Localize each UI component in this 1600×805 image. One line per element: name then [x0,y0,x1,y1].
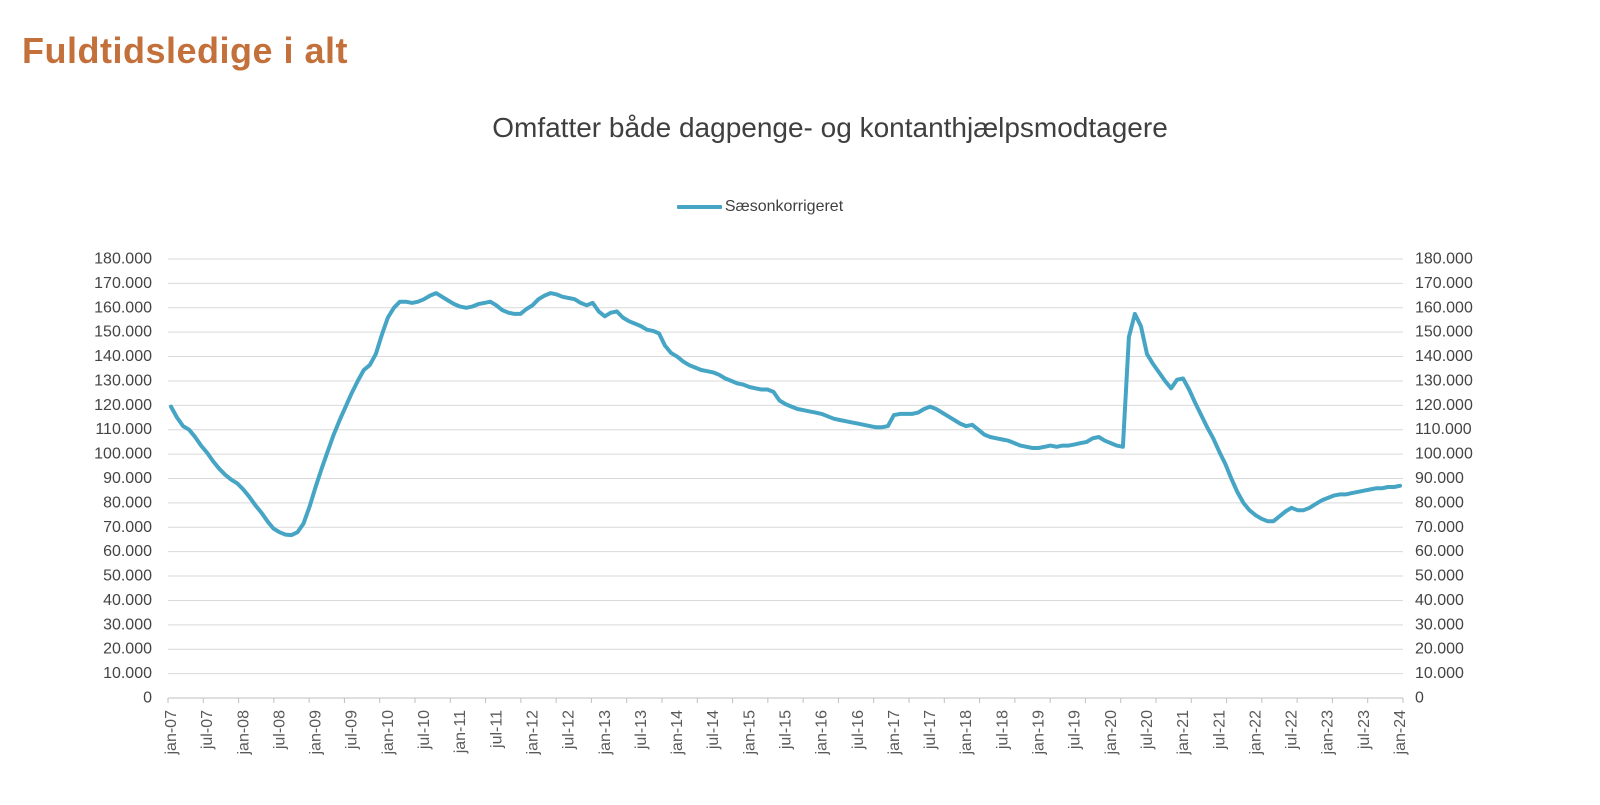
y-axis-label-left: 90.000 [103,470,152,487]
x-axis-label: jan-21 [1175,710,1192,756]
y-axis-label-left: 60.000 [103,543,152,560]
x-axis-label: jul-11 [488,710,505,749]
legend-label: Sæsonkorrigeret [724,198,844,215]
x-axis-label: jul-23 [1356,710,1373,750]
y-axis-label-right: 70.000 [1415,519,1464,536]
x-axis-label: jan-13 [597,710,614,756]
y-axis-label-right: 0 [1415,690,1424,707]
y-axis-label-right: 170.000 [1415,275,1473,292]
x-axis-label: jul-19 [1067,710,1084,750]
y-axis-label-right: 80.000 [1415,494,1464,511]
y-axis-label-left: 20.000 [103,641,152,658]
x-axis-label: jan-18 [958,710,975,756]
x-axis-label: jul-20 [1139,710,1156,750]
x-axis-label: jan-19 [1031,710,1048,756]
x-axis-label: jan-22 [1247,710,1264,756]
y-axis-label-right: 60.000 [1415,543,1464,560]
y-axis-label-right: 150.000 [1415,324,1473,341]
y-axis-label-right: 20.000 [1415,641,1464,658]
x-axis-label: jan-16 [814,710,831,756]
y-axis-label-left: 50.000 [103,568,152,585]
x-axis-label: jan-10 [380,710,397,756]
y-axis-label-left: 0 [143,690,152,707]
x-axis-label: jan-09 [308,710,325,756]
x-axis-label: jul-17 [922,710,939,750]
y-axis-label-right: 40.000 [1415,592,1464,609]
x-axis-label: jul-09 [344,710,361,750]
y-axis-label-left: 140.000 [94,348,152,365]
x-axis-label: jul-22 [1284,710,1301,750]
x-axis-label: jul-16 [850,710,867,750]
x-axis-label: jul-07 [199,710,216,750]
legend: Sæsonkorrigeret [160,198,1360,216]
y-axis-label-left: 10.000 [103,665,152,682]
x-axis-label: jan-24 [1392,710,1409,756]
x-axis-label: jul-10 [416,710,433,750]
x-axis-label: jan-20 [1103,710,1120,756]
x-axis-label: jan-15 [741,710,758,756]
y-axis-label-left: 30.000 [103,616,152,633]
y-axis-label-right: 90.000 [1415,470,1464,487]
x-axis-label: jan-11 [452,710,469,754]
y-axis-label-left: 180.000 [94,251,152,268]
x-axis-label: jul-14 [705,710,722,750]
x-axis-label: jan-07 [163,710,180,756]
y-axis-label-right: 180.000 [1415,251,1473,268]
legend-line-swatch [676,205,722,209]
x-axis-label: jul-08 [271,710,288,750]
y-axis-label-right: 160.000 [1415,299,1473,316]
x-axis-label: jan-12 [524,710,541,756]
y-axis-label-left: 80.000 [103,494,152,511]
y-axis-label-left: 170.000 [94,275,152,292]
y-axis-label-left: 120.000 [94,397,152,414]
y-axis-label-right: 140.000 [1415,348,1473,365]
y-axis-label-left: 100.000 [94,446,152,463]
y-axis-label-right: 50.000 [1415,568,1464,585]
y-axis-label-right: 110.000 [1415,421,1472,438]
y-axis-label-left: 40.000 [103,592,152,609]
x-axis-label: jan-14 [669,710,686,756]
y-axis-label-right: 130.000 [1415,372,1473,389]
x-axis-label: jul-12 [561,710,578,750]
y-axis-label-right: 30.000 [1415,616,1464,633]
x-axis-label: jul-18 [994,710,1011,750]
series-line-saesonkorrigeret [169,291,1402,538]
x-axis-label: jan-17 [886,710,903,756]
y-axis-label-left: 110.000 [95,421,152,438]
y-axis-label-left: 70.000 [103,519,152,536]
y-axis-label-left: 150.000 [94,324,152,341]
x-axis-label: jul-15 [778,710,795,750]
y-axis-label-right: 100.000 [1415,446,1473,463]
x-axis-label: jan-08 [235,710,252,756]
x-axis-label: jul-13 [633,710,650,750]
page-title: Fuldtidsledige i alt [22,30,349,71]
y-axis-label-left: 130.000 [94,372,152,389]
chart-title: Omfatter både dagpenge- og kontanthjælps… [492,112,1168,143]
y-axis-label-right: 120.000 [1415,397,1473,414]
x-axis-label: jan-23 [1320,710,1337,756]
y-axis-label-left: 160.000 [94,299,152,316]
x-axis-label: jul-21 [1211,710,1228,750]
y-axis-label-right: 10.000 [1415,665,1464,682]
